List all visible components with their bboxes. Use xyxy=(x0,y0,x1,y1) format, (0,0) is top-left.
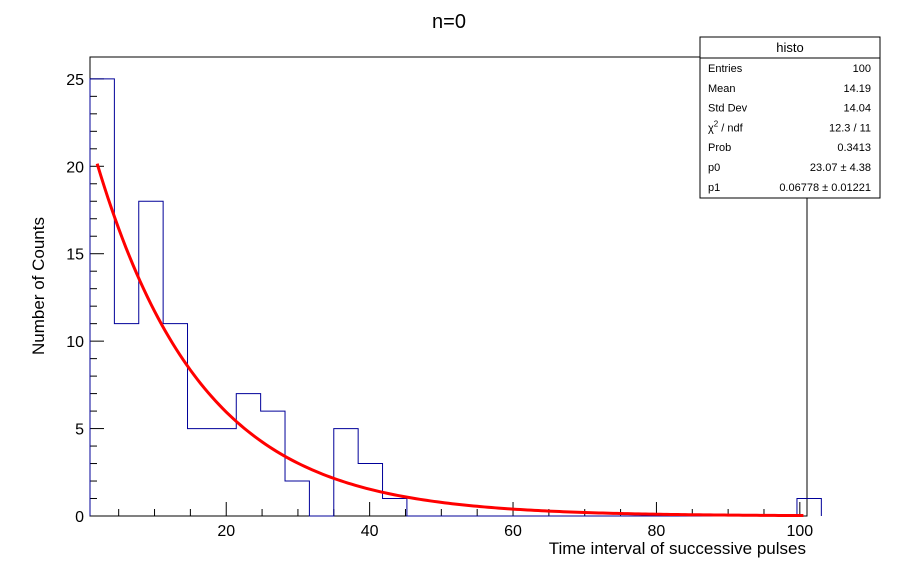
x-tick-label: 100 xyxy=(786,523,813,540)
fit-curve xyxy=(95,163,804,518)
histogram-bin xyxy=(163,324,187,516)
histogram-bin xyxy=(797,499,821,516)
stats-label: Entries xyxy=(708,63,743,75)
stats-value: 0.06778 ± 0.01221 xyxy=(779,182,871,194)
stats-value: 14.04 xyxy=(843,103,871,115)
y-tick-label: 25 xyxy=(66,72,84,89)
histogram-bin xyxy=(261,411,285,516)
stats-label: p0 xyxy=(708,162,720,174)
stats-label: Std Dev xyxy=(708,103,748,115)
stats-value: 12.3 / 11 xyxy=(829,122,871,134)
histogram-bin xyxy=(188,429,212,516)
histogram-bin xyxy=(236,394,260,516)
stats-rows: Entries 100 Mean 14.19 Std Dev 14.04 χ2 / ndf 1… xyxy=(708,63,871,194)
y-tick-label: 10 xyxy=(66,334,84,351)
y-axis: 0 5 10 15 20 25 xyxy=(66,72,104,526)
y-tick-label: 5 xyxy=(75,422,84,439)
stats-box: histo Entries 100 Mean 14.19 Std Dev 14.04 χ2 … xyxy=(699,36,881,199)
x-tick-label: 80 xyxy=(648,523,666,540)
histogram-bin xyxy=(285,481,309,516)
x-tick-label: 20 xyxy=(217,523,235,540)
x-axis: 20 40 60 80 100 xyxy=(118,502,813,540)
fit-curve-group xyxy=(95,163,804,518)
y-tick-label: 0 xyxy=(75,509,84,526)
y-tick-label: 15 xyxy=(66,247,84,264)
stats-label: Prob xyxy=(708,142,731,154)
chart-title: n=0 xyxy=(432,11,466,33)
stats-value: 14.19 xyxy=(843,83,871,95)
stats-value: 100 xyxy=(853,63,871,75)
stats-box-title: histo xyxy=(776,40,803,55)
x-axis-label: Time interval of successive pulses xyxy=(549,539,806,558)
y-axis-label: Number of Counts xyxy=(29,217,48,355)
histogram-bin xyxy=(383,499,407,516)
stats-label: Mean xyxy=(708,83,736,95)
histogram-bin xyxy=(90,79,114,516)
x-tick-label: 60 xyxy=(504,523,522,540)
stats-box-frame xyxy=(699,36,881,199)
stats-value: 23.07 ± 4.38 xyxy=(810,162,871,174)
stats-label: χ2 / ndf xyxy=(708,119,744,134)
histogram-bin xyxy=(139,201,163,516)
stats-label: p1 xyxy=(708,182,720,194)
stats-value: 0.3413 xyxy=(837,142,871,154)
histogram-bin xyxy=(212,429,236,516)
histogram-bin xyxy=(334,429,358,516)
histogram-bin xyxy=(114,324,138,516)
x-tick-label: 40 xyxy=(361,523,379,540)
y-tick-label: 20 xyxy=(66,159,84,176)
